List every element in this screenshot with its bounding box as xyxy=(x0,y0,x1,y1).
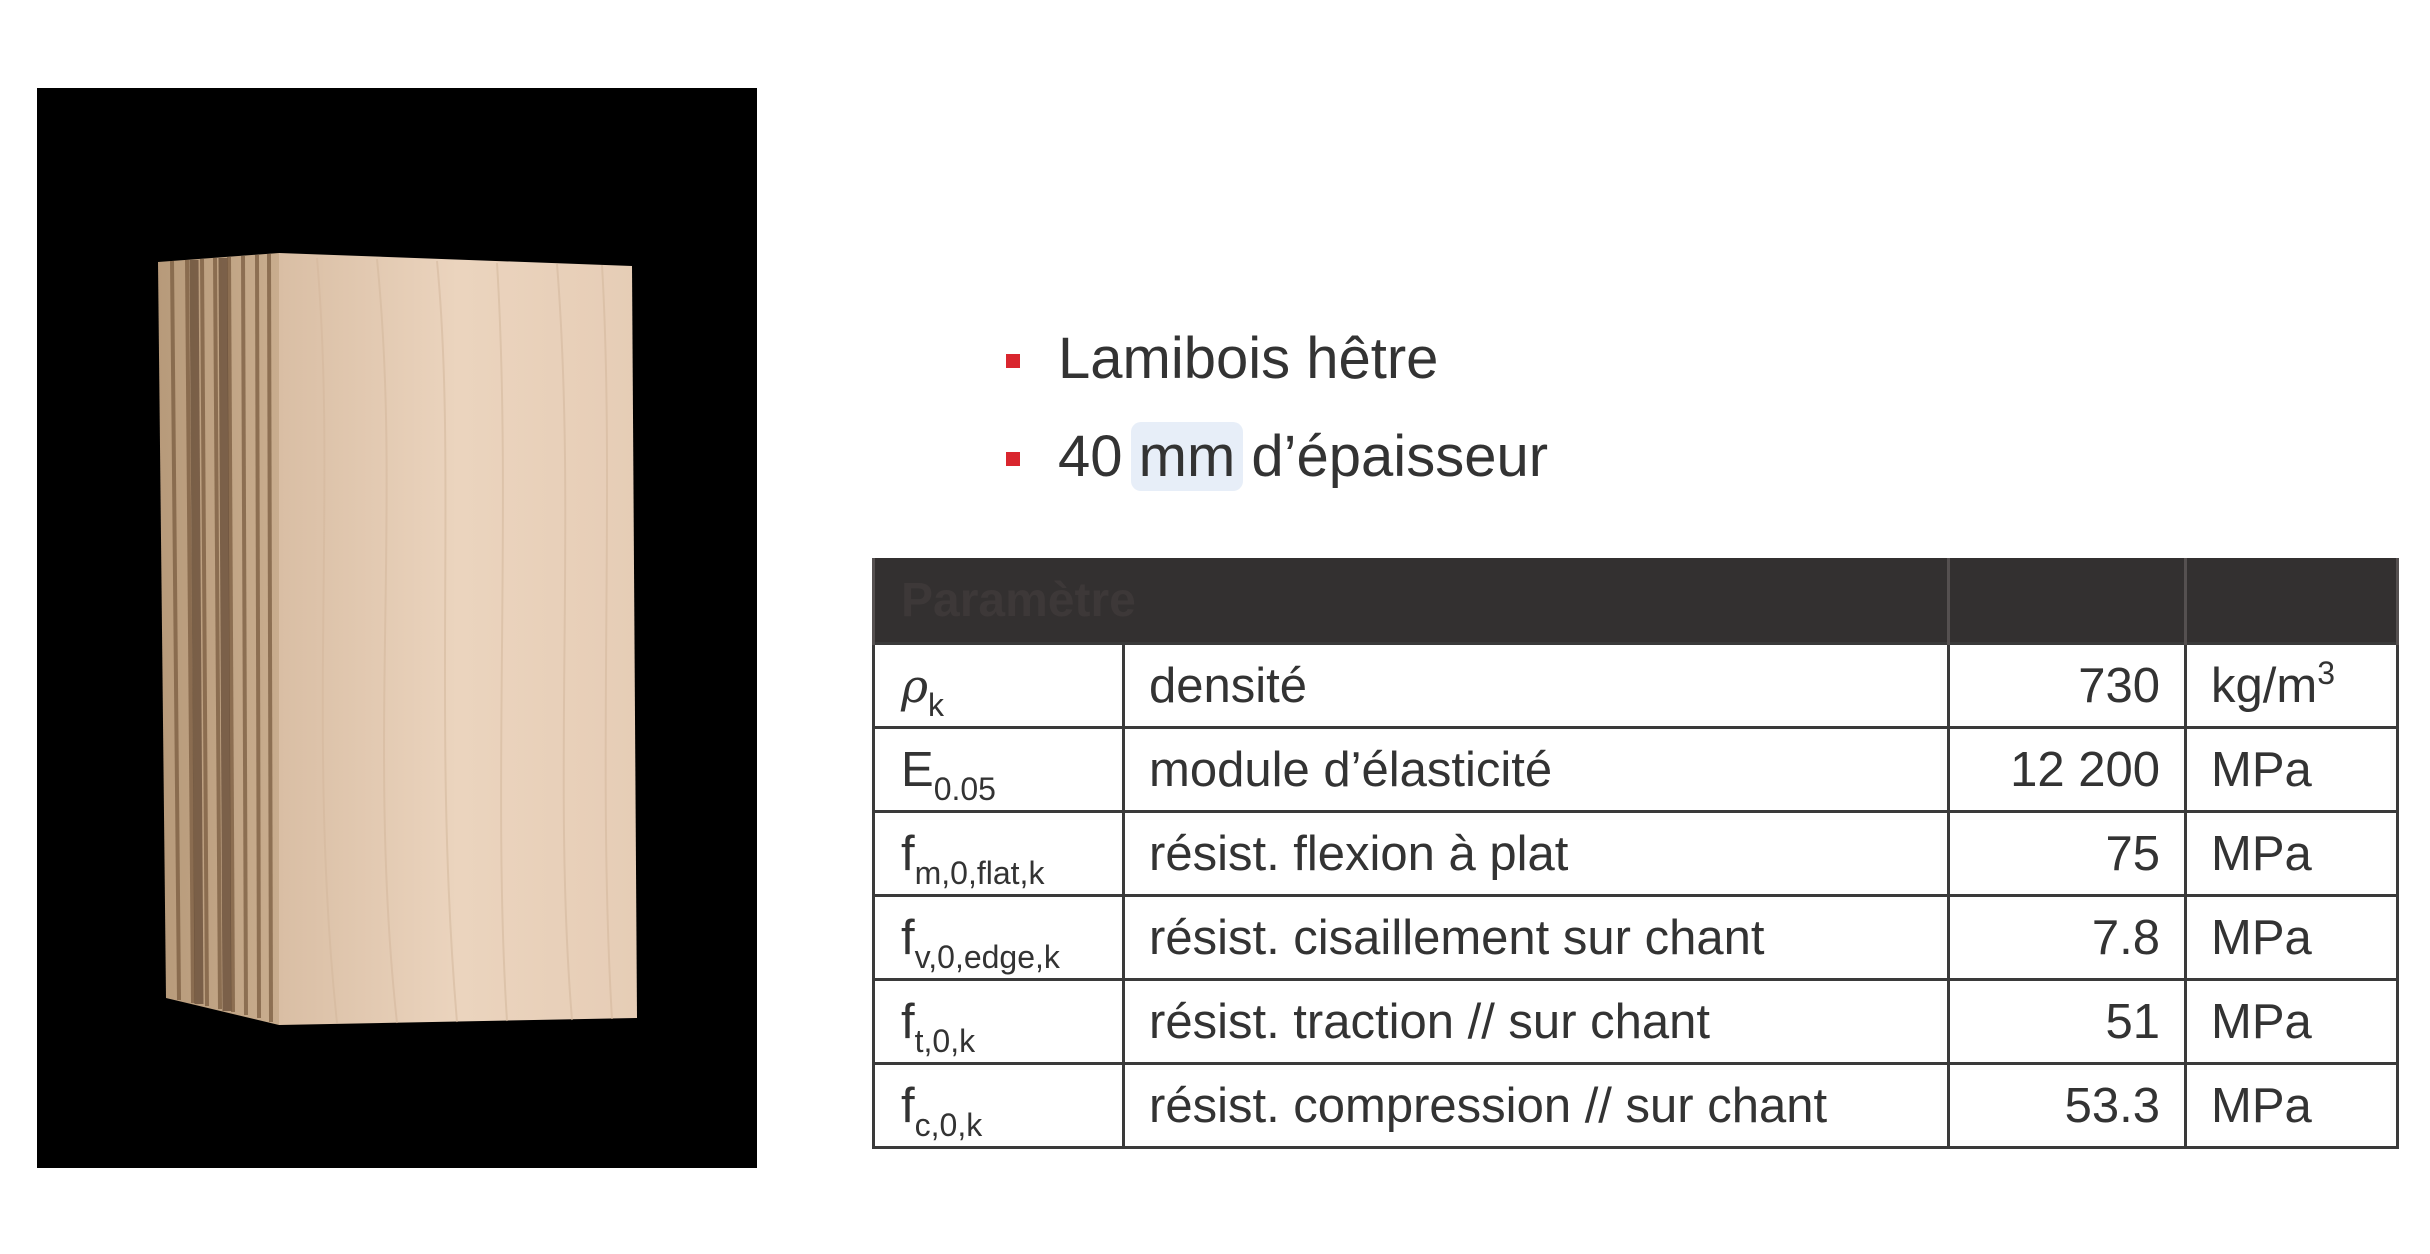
wood-block-illustration xyxy=(37,88,757,1168)
symbol-cell: E0.05 xyxy=(872,726,1125,813)
highlighted-text: mm xyxy=(1130,422,1244,491)
bullet-text: Lamibois hêtre xyxy=(1058,326,1439,391)
bullet-text-suffix: d’épaisseur xyxy=(1235,424,1549,489)
description-cell: module d’élasticité xyxy=(1121,726,1951,813)
description-cell: résist. cisaillement sur chant xyxy=(1121,894,1951,981)
bullet-item-thickness: 40 mm d’épaisseur xyxy=(1000,416,1548,514)
symbol-subscript: v,0,edge,k xyxy=(914,938,1060,975)
table-row: fm,0,flat,k résist. flexion à plat 75 MP… xyxy=(872,810,2400,897)
description-cell: résist. traction // sur chant xyxy=(1121,978,1951,1065)
value-cell: 7.8 xyxy=(1947,894,2188,981)
lvl-block-photo xyxy=(37,88,757,1168)
symbol-main: ρ xyxy=(901,658,929,713)
symbol-subscript: 0.05 xyxy=(933,770,996,807)
symbol-cell: fc,0,k xyxy=(872,1062,1125,1149)
value-cell: 51 xyxy=(1947,978,2188,1065)
unit-text: MPa xyxy=(2211,826,2312,881)
unit-cell: MPa xyxy=(2184,726,2400,813)
bullet-list: Lamibois hêtre 40 mm d’épaisseur xyxy=(1000,318,1548,514)
header-value xyxy=(1947,558,2188,644)
table-row: ρk densité 730 kg/m3 xyxy=(872,642,2400,729)
symbol-subscript: m,0,flat,k xyxy=(914,854,1045,891)
value-cell: 12 200 xyxy=(1947,726,2188,813)
bullet-marker-icon xyxy=(1006,452,1020,466)
unit-cell: kg/m3 xyxy=(2184,642,2400,729)
unit-text: MPa xyxy=(2211,1078,2312,1133)
bullet-item-material: Lamibois hêtre xyxy=(1000,318,1548,416)
bullet-marker-icon xyxy=(1006,354,1020,368)
table-header-row: Paramètre xyxy=(871,558,2400,644)
description-cell: densité xyxy=(1121,642,1951,729)
unit-text: MPa xyxy=(2211,994,2312,1049)
header-unit xyxy=(2184,558,2400,644)
wood-grain xyxy=(316,257,613,1024)
symbol-main: f xyxy=(901,994,915,1049)
table-row: fc,0,k résist. compression // sur chant … xyxy=(872,1062,2400,1149)
symbol-subscript: t,0,k xyxy=(914,1022,976,1059)
header-parameter: Paramètre xyxy=(871,558,1951,644)
symbol-main: f xyxy=(901,1078,915,1133)
value-cell: 730 xyxy=(1947,642,2188,729)
properties-table: Paramètre ρk densité 730 kg/m3 E0.05 mod… xyxy=(871,558,2400,1149)
unit-cell: MPa xyxy=(2184,1062,2400,1149)
description-cell: résist. flexion à plat xyxy=(1121,810,1951,897)
unit-text: MPa xyxy=(2211,742,2312,797)
value-cell: 53.3 xyxy=(1947,1062,2188,1149)
block-face xyxy=(279,253,637,1025)
table-row: fv,0,edge,k résist. cisaillement sur cha… xyxy=(872,894,2400,981)
symbol-subscript: c,0,k xyxy=(914,1106,983,1143)
symbol-main: f xyxy=(901,826,915,881)
symbol-cell: fm,0,flat,k xyxy=(872,810,1125,897)
value-cell: 75 xyxy=(1947,810,2188,897)
symbol-subscript: k xyxy=(928,686,945,723)
table-row: ft,0,k résist. traction // sur chant 51 … xyxy=(872,978,2400,1065)
unit-superscript: 3 xyxy=(2317,654,2335,691)
description-cell: résist. compression // sur chant xyxy=(1121,1062,1951,1149)
unit-text: MPa xyxy=(2211,910,2312,965)
symbol-cell: fv,0,edge,k xyxy=(872,894,1125,981)
unit-cell: MPa xyxy=(2184,894,2400,981)
symbol-main: f xyxy=(901,910,915,965)
unit-text: kg/m xyxy=(2211,658,2318,713)
bullet-text-prefix: 40 xyxy=(1058,424,1139,489)
lamination-lines xyxy=(170,253,273,1023)
unit-cell: MPa xyxy=(2184,978,2400,1065)
table-row: E0.05 module d’élasticité 12 200 MPa xyxy=(872,726,2400,813)
unit-cell: MPa xyxy=(2184,810,2400,897)
symbol-cell: ρk xyxy=(872,642,1125,729)
symbol-cell: ft,0,k xyxy=(872,978,1125,1065)
symbol-main: E xyxy=(901,742,934,797)
